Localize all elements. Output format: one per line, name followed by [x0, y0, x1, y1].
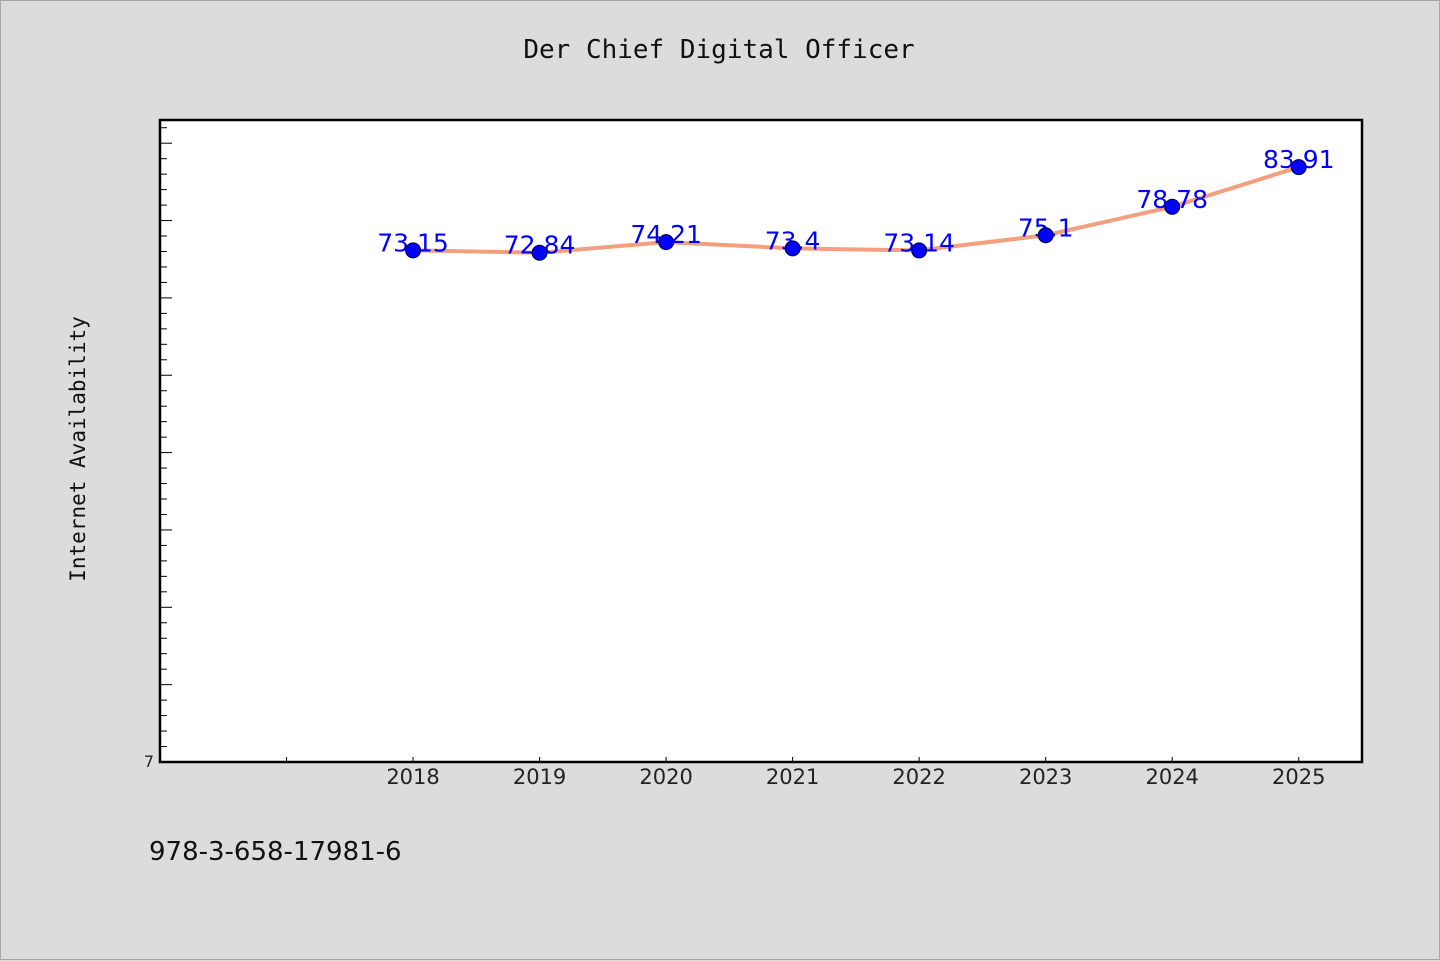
plot-border [158, 118, 1364, 764]
data-point [531, 244, 548, 261]
data-point [1164, 198, 1181, 215]
data-point [784, 240, 801, 257]
data-point [1037, 227, 1054, 244]
x-tick-label: 2020 [639, 765, 692, 789]
x-tick-label: 2023 [1019, 765, 1072, 789]
x-tick-label: 2025 [1272, 765, 1325, 789]
data-point [405, 242, 422, 259]
x-tick-label: 2019 [513, 765, 566, 789]
y-tick-label: 7 [144, 752, 154, 771]
data-point [911, 242, 928, 259]
x-tick-label: 2021 [766, 765, 819, 789]
x-tick-label: 2024 [1145, 765, 1198, 789]
x-tick-label: 2022 [892, 765, 945, 789]
data-point [658, 234, 675, 251]
series-line [411, 165, 1301, 255]
footnote: 978-3-658-17981-6 [149, 837, 402, 867]
x-tick-label: 2018 [386, 765, 439, 789]
plot-area [160, 120, 1362, 762]
chart-title: Der Chief Digital Officer [523, 35, 915, 65]
data-point [1290, 159, 1307, 176]
